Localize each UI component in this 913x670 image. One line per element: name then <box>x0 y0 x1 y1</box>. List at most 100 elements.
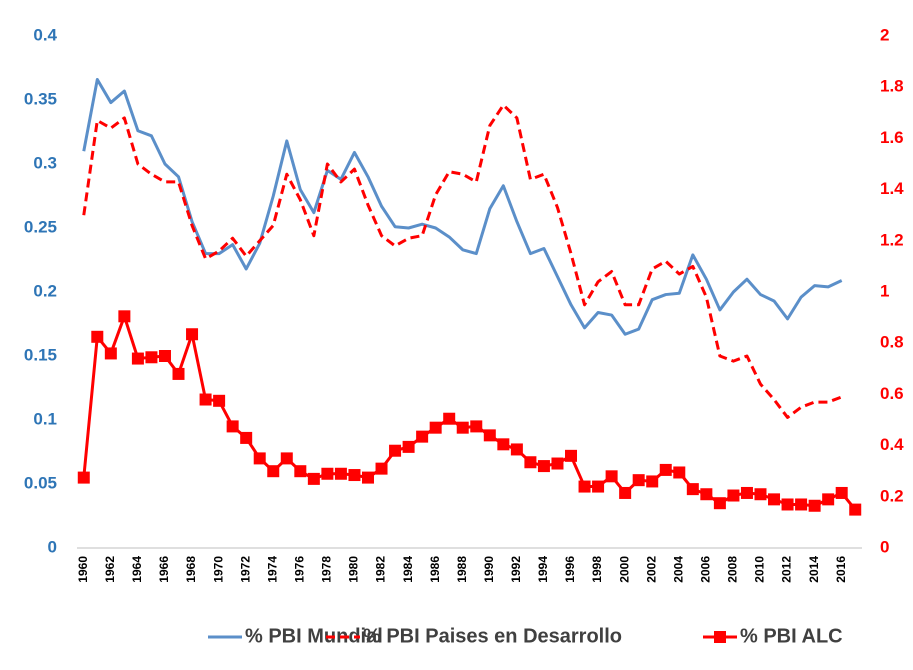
series-marker <box>592 480 605 493</box>
y2-tick-label: 0.4 <box>880 435 904 454</box>
series-marker <box>348 469 361 482</box>
series-marker <box>483 429 496 442</box>
x-tick-label: 2000 <box>617 556 631 583</box>
x-tick-label: 2006 <box>699 556 713 583</box>
legend-marker <box>714 631 726 643</box>
legend-label: % PBI Paises en Desarrollo <box>363 625 622 647</box>
legend-label: % PBI ALC <box>740 625 843 647</box>
series-marker <box>280 452 293 465</box>
x-tick-label: 1990 <box>482 556 496 583</box>
legend-label: % PBI Mundial <box>245 625 383 647</box>
series-marker <box>118 310 131 323</box>
series-marker <box>524 456 537 469</box>
series-marker <box>172 367 185 380</box>
y-tick-label: 0.25 <box>24 217 57 236</box>
series-marker <box>402 440 415 453</box>
y2-tick-label: 0 <box>880 537 889 556</box>
series-marker <box>470 420 483 433</box>
series-marker <box>781 498 794 511</box>
x-tick-label: 1962 <box>103 556 117 583</box>
y-tick-label: 0.05 <box>24 473 57 492</box>
y2-tick-label: 1 <box>880 281 889 300</box>
x-tick-label: 1968 <box>184 556 198 583</box>
y2-tick-label: 0.2 <box>880 486 904 505</box>
y-tick-label: 0.3 <box>33 153 57 172</box>
series-marker <box>632 474 645 487</box>
y-tick-label: 0 <box>48 537 57 556</box>
y2-tick-label: 0.8 <box>880 333 904 352</box>
y2-tick-label: 2 <box>880 25 889 44</box>
series-marker <box>808 499 821 512</box>
x-tick-label: 1980 <box>347 556 361 583</box>
x-tick-label: 2014 <box>807 556 821 583</box>
series-marker <box>578 480 591 493</box>
x-tick-label: 1960 <box>76 556 90 583</box>
series-marker <box>240 431 253 444</box>
x-tick-label: 1998 <box>590 556 604 583</box>
series-marker <box>713 497 726 510</box>
x-tick-label: 1988 <box>455 556 469 583</box>
series-marker <box>294 465 307 478</box>
series-marker <box>551 457 564 470</box>
series-marker <box>213 394 226 407</box>
series-marker <box>673 466 686 479</box>
series-marker <box>700 488 713 501</box>
y2-tick-label: 1.8 <box>880 77 904 96</box>
series-marker <box>307 472 320 485</box>
series-line <box>82 103 843 419</box>
x-tick-label: 1976 <box>292 556 306 583</box>
series-marker <box>537 460 550 473</box>
x-tick-label: 1970 <box>211 556 225 583</box>
y-tick-label: 0.2 <box>33 281 57 300</box>
x-tick-label: 2012 <box>780 556 794 583</box>
series-marker <box>768 493 781 506</box>
series-marker <box>497 438 510 451</box>
x-tick-label: 1982 <box>374 556 388 583</box>
series-marker <box>389 444 402 457</box>
x-tick-label: 1966 <box>157 556 171 583</box>
y2-tick-label: 1.6 <box>880 128 904 147</box>
series-marker <box>77 471 90 484</box>
series-marker <box>605 470 618 483</box>
series-marker <box>104 347 117 360</box>
series-marker <box>565 449 578 462</box>
series-marker <box>510 443 523 456</box>
x-tick-label: 1994 <box>536 556 550 583</box>
x-tick-label: 1984 <box>401 556 415 583</box>
series-marker <box>849 503 862 516</box>
series-marker <box>267 465 280 478</box>
x-tick-label: 2004 <box>671 556 685 583</box>
series-marker <box>334 467 347 480</box>
series-marker <box>686 483 699 496</box>
series-marker <box>443 412 456 425</box>
x-tick-label: 2008 <box>726 556 740 583</box>
series-marker <box>186 328 199 341</box>
series-marker <box>429 421 442 434</box>
series-marker <box>456 421 469 434</box>
series-marker <box>646 475 659 488</box>
series-marker <box>835 486 848 499</box>
series-marker <box>416 430 429 443</box>
series-marker <box>253 452 266 465</box>
series-marker <box>91 330 104 343</box>
x-tick-label: 1974 <box>265 556 279 583</box>
series-marker <box>199 393 212 406</box>
series-marker <box>727 489 740 502</box>
series-marker <box>375 462 388 475</box>
x-tick-label: 1992 <box>509 556 523 583</box>
series-marker <box>795 498 808 511</box>
x-tick-label: 2016 <box>834 556 848 583</box>
series-marker <box>361 471 374 484</box>
series-marker <box>321 467 334 480</box>
y-tick-label: 0.15 <box>24 345 57 364</box>
x-tick-label: 1996 <box>563 556 577 583</box>
x-tick-label: 1986 <box>428 556 442 583</box>
y-tick-label: 0.35 <box>24 89 57 108</box>
series-marker <box>659 463 672 476</box>
y-tick-label: 0.1 <box>33 409 57 428</box>
x-tick-label: 1964 <box>130 556 144 583</box>
y2-tick-label: 0.6 <box>880 384 904 403</box>
x-tick-label: 2002 <box>644 556 658 583</box>
series-marker <box>131 352 144 365</box>
